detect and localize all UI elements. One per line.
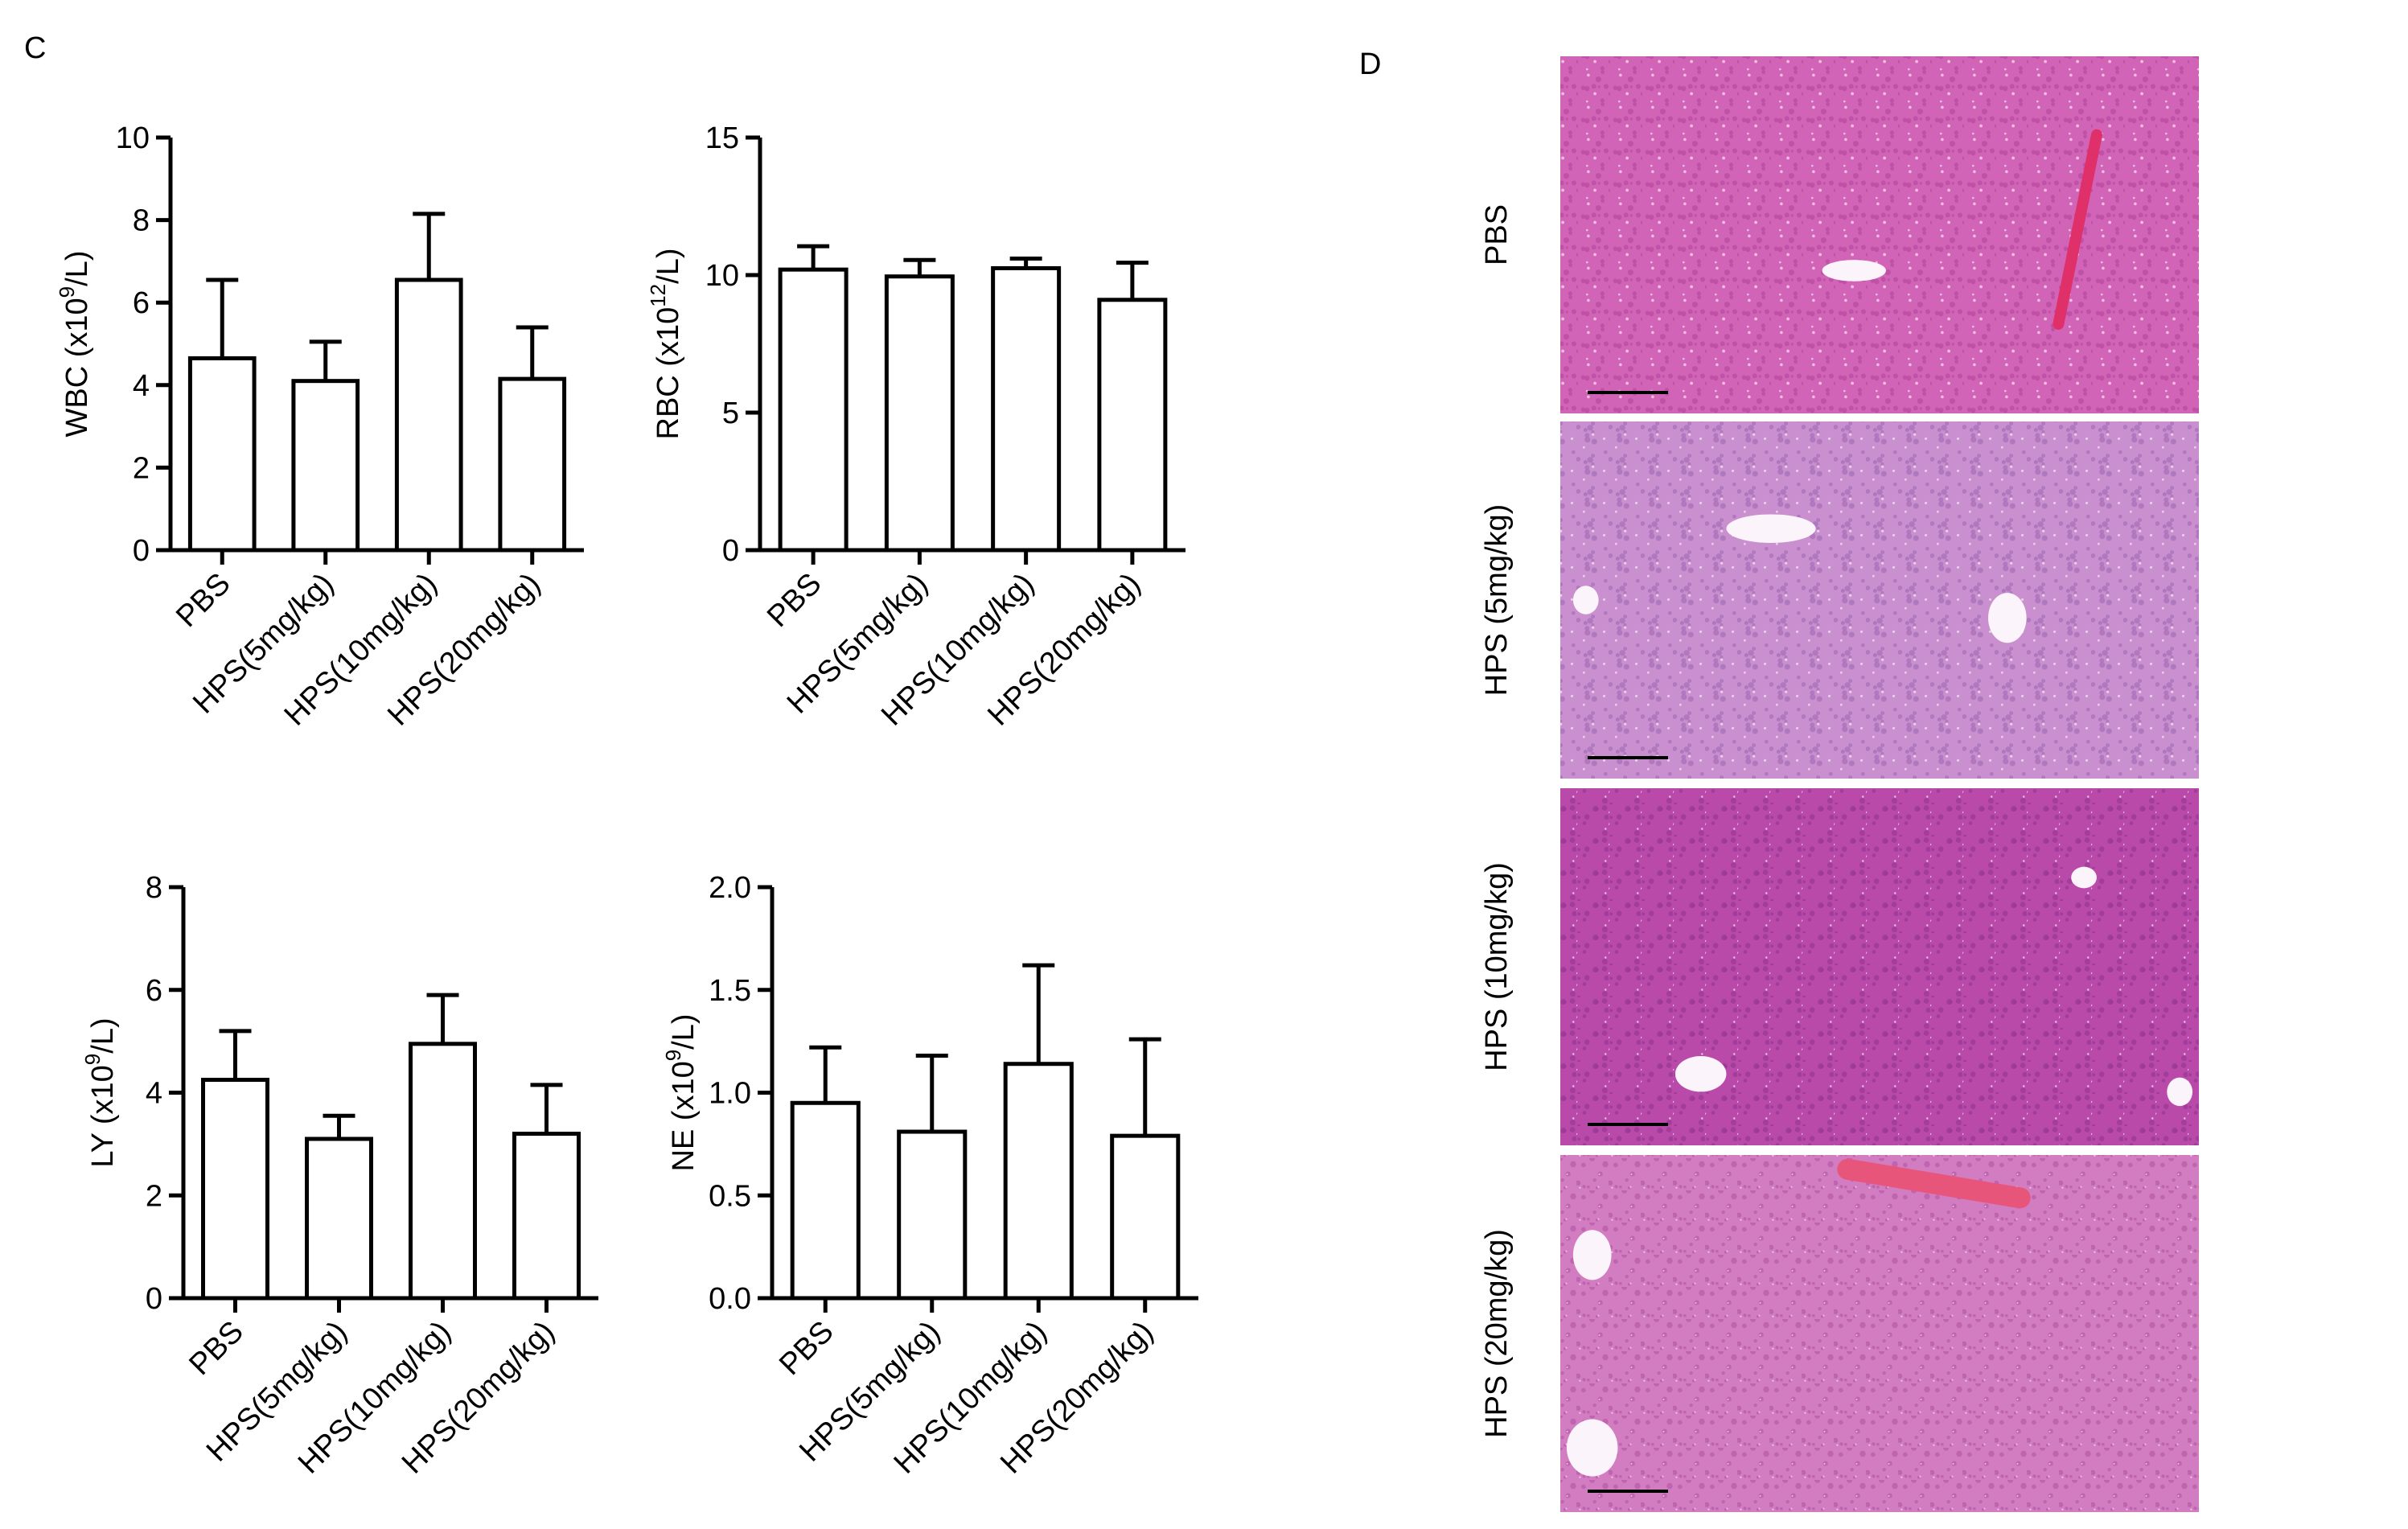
histology-image [1560,421,2199,779]
chart-ne: 0.00.51.01.52.0NE (x109/L)PBSHPS(5mg/kg)… [661,871,1198,1481]
vessel-lumen [1572,586,1599,614]
bar [291,379,360,553]
y-label-main: WBC (x10 [60,298,94,437]
y-axis-label: LY (x109/L) [80,1017,120,1167]
vessel-lumen [1572,1230,1612,1280]
y-tick-label: 2 [133,451,150,485]
bar [1097,298,1168,553]
bar [394,277,463,553]
y-label-main: RBC (x10 [651,307,685,440]
y-axis-label: RBC (x1012/L) [646,249,685,440]
y-tick-label: 8 [133,204,150,238]
y-tick-label: 2.0 [709,871,751,905]
histology-row-label: PBS [1480,204,1514,265]
y-tick-label: 6 [146,974,162,1008]
y-label-end: /L) [651,249,685,284]
y-tick-label: 1.5 [709,974,751,1008]
y-tick-label: 1.0 [709,1077,751,1111]
y-tick-label: 5 [722,397,739,430]
y-label-sup: 9 [80,1054,105,1065]
bar [305,1136,373,1301]
y-axis-label: WBC (x109/L) [55,251,94,438]
histology-row-label: HPS (10mg/kg) [1480,862,1514,1071]
y-tick-label: 10 [705,259,739,293]
histology-image [1560,1155,2199,1512]
y-tick-label: 4 [133,369,150,403]
y-axis-label: NE (x109/L) [661,1013,701,1171]
bar [409,1042,477,1301]
bar [897,1129,968,1301]
bar [187,356,257,553]
bar [991,265,1062,553]
y-tick-label: 0 [146,1282,162,1316]
y-tick-label: 2 [146,1179,162,1213]
bar [512,1132,581,1301]
y-label-sup: 9 [55,286,79,298]
y-label-sup: 12 [646,284,670,307]
histology-image [1560,788,2199,1145]
y-label-end: /L) [60,251,94,286]
y-tick-label: 6 [133,286,150,320]
y-tick-label: 0 [722,534,739,568]
bar [778,267,849,553]
panel-letter-d: D [1359,47,1381,81]
y-tick-label: 8 [146,871,162,905]
y-tick-label: 0.5 [709,1179,751,1213]
y-label-main: LY (x10 [86,1065,120,1167]
y-tick-label: 10 [116,121,150,155]
vessel-lumen [1987,593,2027,643]
category-label: PBS [761,567,828,634]
vessel-lumen [1726,514,1816,543]
bar [498,376,567,553]
vessel-lumen [1675,1056,1727,1092]
y-tick-label: 0.0 [709,1282,751,1316]
category-label: PBS [773,1315,840,1382]
bar [1003,1062,1074,1301]
vessel-lumen [2167,1077,2193,1107]
vessel-red [1837,1158,2031,1209]
category-label: PBS [183,1315,249,1382]
y-tick-label: 4 [146,1077,162,1111]
histology-row-label: HPS (20mg/kg) [1480,1229,1514,1438]
panel-letter-c: C [24,31,46,65]
bar [201,1078,269,1301]
vessel-lumen [1822,260,1886,282]
y-label-end: /L) [86,1017,120,1053]
y-tick-label: 15 [705,121,739,155]
y-tick-label: 0 [133,534,150,568]
histology-image [1560,56,2199,413]
vessel-red [2053,129,2102,330]
histology-row-label: HPS (5mg/kg) [1480,504,1514,697]
y-label-sup: 9 [661,1050,685,1061]
bar [884,274,955,553]
vessel-lumen [1566,1419,1618,1477]
bar [1110,1133,1181,1301]
category-label: PBS [170,567,236,634]
histology-panel: PBS HPS (5mg/kg) HPS (10mg/kg) HPS (20mg/kg… [1480,56,2199,1512]
y-label-main: NE (x10 [667,1061,701,1171]
vessel-lumen [2071,866,2097,889]
y-label-end: /L) [667,1013,701,1049]
bar [790,1100,861,1301]
